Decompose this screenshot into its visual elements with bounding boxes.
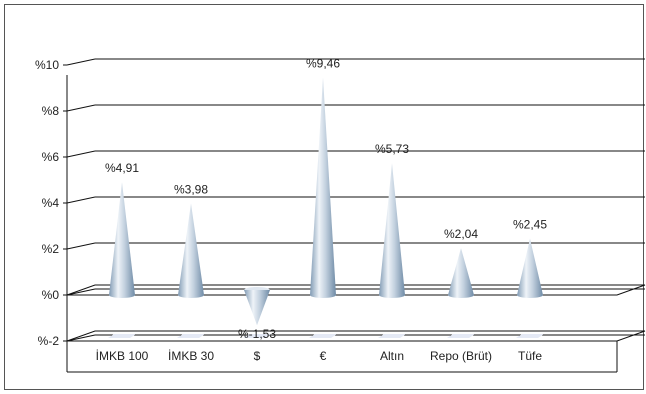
y-tick-label: %0 (42, 288, 60, 302)
cone-bar (310, 77, 336, 298)
y-tick-label: %-2 (38, 334, 60, 348)
y-tick-label: %2 (42, 242, 60, 256)
data-label: %2,04 (444, 227, 478, 241)
floor-shadow (516, 334, 544, 338)
x-tick-label: İMKB 100 (96, 349, 149, 363)
floor-shadow (447, 334, 475, 338)
y-tick-label: %8 (42, 104, 60, 118)
gridline-slant (66, 150, 96, 158)
cone-bar (448, 248, 474, 298)
x-tick-label: İMKB 30 (168, 349, 214, 363)
cone-layer (109, 77, 543, 326)
data-label: %-1,53 (238, 327, 276, 341)
gridline-slant (66, 242, 96, 250)
y-tick-label: %4 (42, 196, 60, 210)
grid-layer (63, 58, 645, 373)
gridline-slant (66, 196, 96, 204)
floor-layer (66, 284, 646, 342)
gridline-slant (66, 104, 96, 112)
x-tick-label: Repo (Brüt) (430, 349, 492, 363)
data-label: %4,91 (105, 161, 139, 175)
gridline-slant (66, 334, 96, 342)
x-tick-label: € (320, 349, 327, 363)
x-tick-label: Tüfe (518, 349, 542, 363)
floor-shadow (243, 334, 271, 338)
data-label: %5,73 (375, 142, 409, 156)
x-tick-label: $ (254, 349, 261, 363)
base-plane (66, 330, 646, 342)
y-tick-label: %10 (35, 58, 59, 72)
zero-plane (66, 284, 646, 296)
data-label: %2,45 (513, 218, 547, 232)
floor-shadow (378, 334, 406, 338)
floor-shadow (177, 334, 205, 338)
cone-bar (517, 238, 543, 298)
floor-shadow (108, 334, 136, 338)
cone-bar (178, 203, 204, 298)
data-label: %9,46 (306, 56, 340, 70)
label-layer: %-2 %0 %2 %4 %6 %8 %10 %4,91 İMKB 100 %3,98 İMKB 3… (35, 56, 547, 363)
cone-bar (379, 163, 405, 298)
cone-bar (109, 182, 135, 298)
gridline-slant (66, 288, 96, 296)
cone-bar-negative (244, 290, 270, 326)
x-tick-label: Altın (380, 349, 404, 363)
data-label: %3,98 (174, 182, 208, 196)
y-tick-label: %6 (42, 150, 60, 164)
floor-shadow (309, 334, 337, 338)
gridline-slant (66, 58, 96, 66)
